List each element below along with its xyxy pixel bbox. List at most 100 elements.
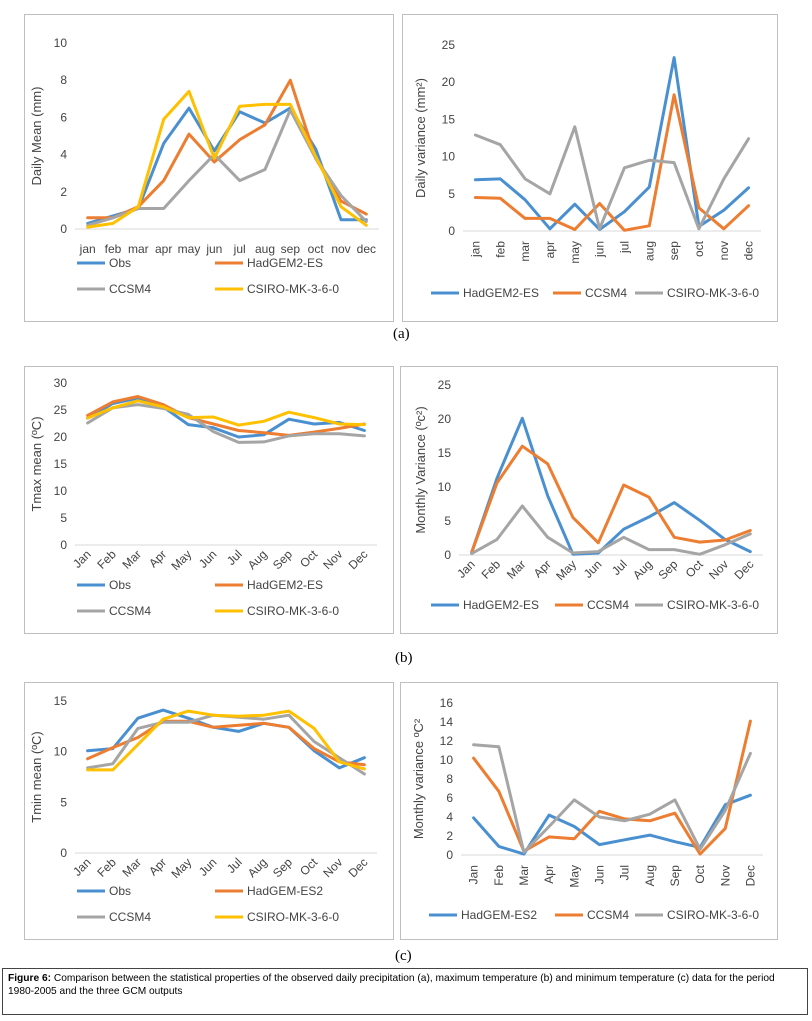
label-b: (b) <box>395 650 413 666</box>
x-tick-label: Nov <box>320 855 345 880</box>
x-tick-label: may <box>178 242 201 256</box>
y-axis-title: Tmin mean (ºC) <box>29 731 44 822</box>
series-line-ccsm4 <box>472 719 752 856</box>
y-tick-label: 15 <box>54 457 68 471</box>
y-tick-label: 5 <box>448 187 455 201</box>
y-tick-label: 16 <box>440 696 454 710</box>
x-tick-label: Dec <box>743 865 757 886</box>
x-tick-label: Jun <box>196 547 220 571</box>
series-line-ccsm4 <box>86 108 368 227</box>
label-a: (a) <box>393 326 410 342</box>
y-tick-label: 25 <box>442 38 456 52</box>
x-tick-label: feb <box>105 242 122 256</box>
y-tick-label: 2 <box>446 829 453 843</box>
y-tick-label: 4 <box>446 810 453 824</box>
x-tick-label: Oct <box>297 547 321 571</box>
x-tick-label: Mar <box>504 557 529 582</box>
x-tick-label: Feb <box>492 865 506 886</box>
y-tick-label: 10 <box>442 150 456 164</box>
y-tick-label: 4 <box>60 148 67 162</box>
x-tick-label: Jun <box>592 865 606 884</box>
y-tick-label: 5 <box>444 514 451 528</box>
legend-label: HadGEM2-ES <box>247 578 323 592</box>
chart-b-left: 0 5 10 15 20 25 30 Tmax mean (ºC) Jan Feb Mar Apr Ma… <box>24 366 394 634</box>
y-tick-label: 0 <box>60 222 67 236</box>
y-tick-label: 6 <box>446 791 453 805</box>
x-tick-label: Oct <box>693 864 707 883</box>
x-tick-label: Jul <box>224 547 245 568</box>
x-tick-label: nov <box>717 241 731 260</box>
legend-label: CCSM4 <box>585 286 627 300</box>
chart-b-left-svg: 0 5 10 15 20 25 30 Tmax mean (ºC) Jan Feb Mar Apr Ma… <box>29 376 377 618</box>
legend-label: HadGEM2-ES <box>463 598 539 612</box>
series-line-ccsm4 <box>473 93 751 232</box>
y-tick-label: 15 <box>438 446 452 460</box>
x-tick-label: Feb <box>479 557 504 582</box>
x-tick-label: Mar <box>120 547 145 572</box>
y-axis-title: Daily variance (mm²) <box>413 78 428 198</box>
x-tick-label: May <box>168 547 194 573</box>
x-tick-label: Mar <box>517 865 531 886</box>
x-tick-label: sep <box>281 242 301 256</box>
chart-b-right: 0 5 10 15 20 25 Monthly Variance (ºc²) Jan Feb Ma… <box>400 366 778 634</box>
y-tick-label: 25 <box>438 378 452 392</box>
legend-label: CCSM4 <box>109 604 151 618</box>
caption-prefix: Figure 6: <box>8 973 52 984</box>
legend-label: CSIRO-MK-3-6-0 <box>667 598 759 612</box>
x-tick-label: aug <box>642 241 656 261</box>
chart-a-left-svg: 0 2 4 6 8 10 Daily Mean (mm) jan feb mar apr may jun… <box>29 36 379 296</box>
legend-label: CSIRO-MK-3-6-0 <box>247 282 339 296</box>
x-tick-label: jun <box>205 242 222 256</box>
x-tick-label: Apr <box>542 865 556 884</box>
x-tick-label: Apr <box>146 547 169 570</box>
chart-a-left: 0 2 4 6 8 10 Daily Mean (mm) jan feb mar apr may jun… <box>24 14 394 322</box>
x-tick-label: Nov <box>718 865 732 886</box>
x-tick-label: Aug <box>245 547 270 572</box>
x-tick-label: Jun <box>196 855 220 879</box>
x-tick-label: Aug <box>643 865 657 886</box>
y-tick-label: 8 <box>446 772 453 786</box>
x-tick-label: jul <box>617 241 631 254</box>
x-tick-label: dec <box>742 241 756 260</box>
y-tick-label: 0 <box>60 846 67 860</box>
series-line-hadgem2-es <box>86 395 366 437</box>
x-tick-label: apr <box>155 242 172 256</box>
x-tick-label: Jul <box>618 865 632 880</box>
legend-label: HadGEM-ES2 <box>247 884 323 898</box>
series-line-obs <box>86 396 366 439</box>
x-tick-label: mar <box>128 242 149 256</box>
y-axis-title: Monthly variance ºC² <box>411 718 426 839</box>
legend-label: Obs <box>109 884 131 898</box>
x-tick-label: Dec <box>346 855 371 880</box>
y-tick-label: 10 <box>438 480 452 494</box>
legend-label: CSIRO-MK-3-6-0 <box>667 286 759 300</box>
x-tick-label: Apr <box>146 855 169 878</box>
series-line-hadgem2-es <box>470 416 752 556</box>
x-tick-label: Mar <box>120 855 145 880</box>
y-tick-label: 0 <box>444 548 451 562</box>
caption-text: Comparison between the statistical prope… <box>8 973 775 997</box>
y-tick-label: 2 <box>60 185 67 199</box>
x-tick-label: apr <box>543 241 557 258</box>
x-tick-label: Feb <box>94 855 119 880</box>
x-tick-label: Oct <box>683 557 707 581</box>
y-tick-label: 10 <box>54 36 68 50</box>
x-tick-label: jan <box>79 242 96 256</box>
x-tick-label: oct <box>308 242 325 256</box>
legend-label: Obs <box>109 256 131 270</box>
series-line-csiro-mk-3-6-0 <box>473 125 751 231</box>
label-c: (c) <box>395 948 412 964</box>
x-tick-label: Nov <box>320 547 345 572</box>
x-tick-label: Aug <box>630 557 655 582</box>
figure-caption: Figure 6: Comparison between the statist… <box>2 968 808 1015</box>
x-tick-label: mar <box>518 241 532 262</box>
x-tick-label: Dec <box>346 547 371 572</box>
x-tick-label: Jan <box>454 557 478 581</box>
x-tick-label: may <box>568 241 582 264</box>
y-tick-label: 20 <box>438 412 452 426</box>
y-tick-label: 20 <box>442 75 456 89</box>
x-tick-label: sep <box>667 241 681 261</box>
series-line-ccsm4 <box>86 713 366 776</box>
y-tick-label: 10 <box>54 484 68 498</box>
